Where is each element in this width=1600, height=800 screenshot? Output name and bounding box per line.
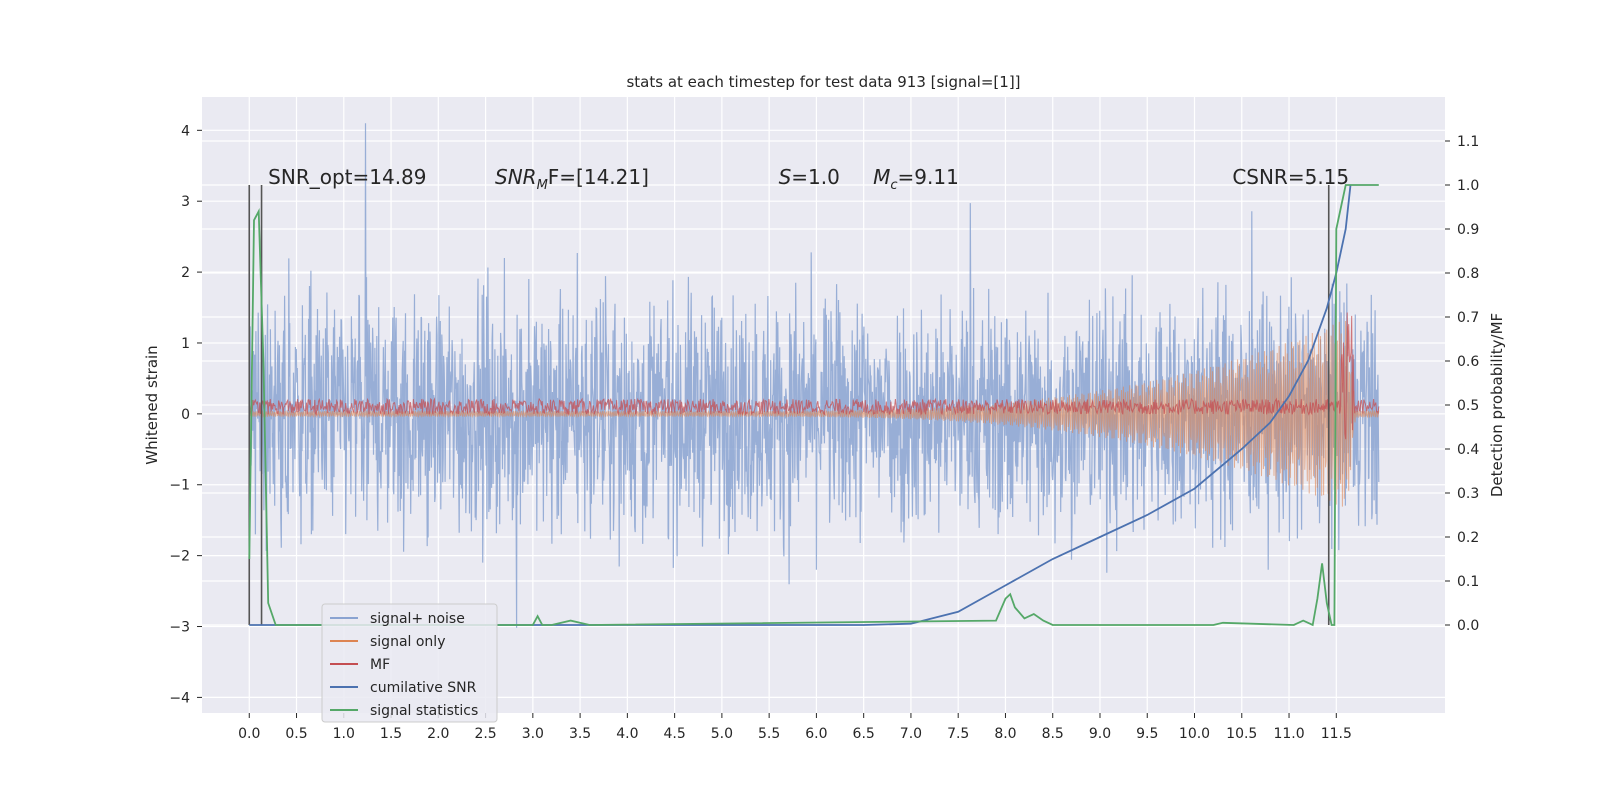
y-right-tick-label: 0.7 xyxy=(1457,310,1479,326)
annotation-s-rest: =1.0 xyxy=(791,165,840,189)
annotation-snr-mf: SNRMF=[14.21] xyxy=(495,165,649,193)
y-left-tick-label: 0 xyxy=(181,407,190,423)
y-left-tick-label: 3 xyxy=(181,194,190,210)
x-tick-label: 10.5 xyxy=(1226,726,1257,742)
legend-label: signal+ noise xyxy=(370,611,465,627)
annotation-s: S=1.0 xyxy=(779,165,840,189)
x-tick-label: 2.5 xyxy=(474,726,496,742)
y-right-tick-label: 0.4 xyxy=(1457,442,1479,458)
y-axis-label-right: Detection probability/MF xyxy=(1488,313,1506,497)
x-tick-label: 1.0 xyxy=(333,726,355,742)
annotation-csnr: CSNR=5.15 xyxy=(1232,165,1349,189)
annotation-s-label: S xyxy=(779,165,792,189)
x-tick-label: 6.0 xyxy=(805,726,827,742)
legend-label: MF xyxy=(370,657,390,673)
annotation-mc-sub: c xyxy=(890,178,897,193)
ticks: 0.0 0.5 1.0 1.5 2.0 2.5 3.0 3.5 4.0 4.5 5.0 5.5 6.0 6… xyxy=(169,123,1479,742)
y-left-tick-label: −4 xyxy=(169,690,190,706)
y-right-tick-label: 1.1 xyxy=(1457,134,1479,150)
y-right-tick-label: 0.2 xyxy=(1457,530,1479,546)
annotation-snr-opt: SNR_opt=14.89 xyxy=(268,165,426,189)
series-mf-line xyxy=(248,312,1380,440)
chart-title: stats at each timestep for test data 913… xyxy=(626,73,1020,91)
data-layer xyxy=(248,123,1380,628)
y-right-tick-label: 0.1 xyxy=(1457,574,1479,590)
annotation-snr-mf-sub: M xyxy=(537,178,548,193)
y-axis-label-left: Whitened strain xyxy=(143,345,161,464)
legend-label: cumilative SNR xyxy=(370,680,477,696)
x-tick-label: 5.0 xyxy=(711,726,733,742)
y-right-tick-label: 0.0 xyxy=(1457,618,1479,634)
series-cumulative-snr-line xyxy=(249,184,1352,626)
legend: signal+ noise signal only MF cumilative SNR… xyxy=(321,603,498,723)
x-tick-label: 11.0 xyxy=(1273,726,1304,742)
y-right-tick-label: 0.9 xyxy=(1457,222,1479,238)
y-left-tick-label: 1 xyxy=(181,336,190,352)
y-right-tick-label: 0.3 xyxy=(1457,486,1479,502)
x-tick-label: 6.5 xyxy=(853,726,875,742)
x-tick-label: 4.0 xyxy=(616,726,638,742)
y-left-tick-label: 2 xyxy=(181,265,190,281)
x-tick-label: 1.5 xyxy=(380,726,402,742)
annotation-snr-mf-label: SNR xyxy=(495,165,537,189)
y-left-tick-label: −2 xyxy=(169,549,190,565)
x-tick-label: 3.0 xyxy=(522,726,544,742)
annotation-mc: Mc=9.11 xyxy=(873,165,959,193)
x-tick-label: 2.0 xyxy=(427,726,449,742)
y-left-tick-label: −1 xyxy=(169,478,190,494)
x-tick-label: 11.5 xyxy=(1321,726,1352,742)
annotations: SNR_opt=14.89 SNRMF=[14.21] S=1.0 Mc=9.1… xyxy=(268,165,1349,193)
x-tick-label: 7.0 xyxy=(900,726,922,742)
legend-box xyxy=(321,603,498,723)
x-tick-label: 0.0 xyxy=(238,726,260,742)
x-tick-label: 4.5 xyxy=(663,726,685,742)
annotation-mc-rest: =9.11 xyxy=(898,165,959,189)
x-tick-label: 10.0 xyxy=(1179,726,1210,742)
y-right-tick-label: 0.6 xyxy=(1457,354,1479,370)
y-right-tick-label: 0.5 xyxy=(1457,398,1479,414)
legend-label: signal only xyxy=(370,634,445,650)
y-right-tick-label: 1.0 xyxy=(1457,178,1479,194)
x-tick-label: 7.5 xyxy=(947,726,969,742)
y-left-tick-label: 4 xyxy=(181,123,190,139)
annotation-snr-mf-rest: F=[14.21] xyxy=(548,165,649,189)
x-tick-label: 8.0 xyxy=(994,726,1016,742)
x-tick-label: 9.0 xyxy=(1089,726,1111,742)
legend-label: signal statistics xyxy=(370,703,478,719)
annotation-mc-label: M xyxy=(873,165,890,189)
y-right-tick-label: 0.8 xyxy=(1457,266,1479,282)
x-tick-label: 9.5 xyxy=(1136,726,1158,742)
x-tick-label: 3.5 xyxy=(569,726,591,742)
x-tick-label: 5.5 xyxy=(758,726,780,742)
y-left-tick-label: −3 xyxy=(169,620,190,636)
x-tick-label: 8.5 xyxy=(1042,726,1064,742)
x-tick-label: 0.5 xyxy=(285,726,307,742)
